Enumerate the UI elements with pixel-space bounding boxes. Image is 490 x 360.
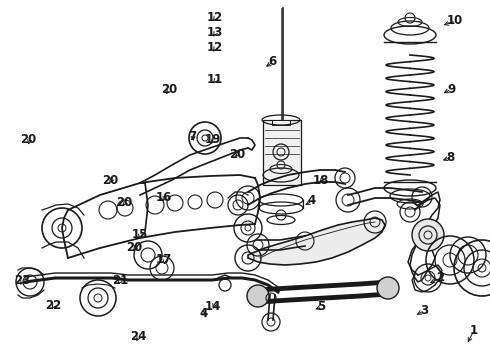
Circle shape [377, 277, 399, 299]
Text: 1: 1 [469, 324, 478, 337]
Text: 12: 12 [207, 11, 223, 24]
Text: 18: 18 [313, 174, 329, 187]
Text: 20: 20 [21, 133, 37, 146]
Bar [263, 120, 301, 185]
Text: 7: 7 [189, 130, 197, 143]
Text: 16: 16 [156, 191, 172, 204]
Text: 20: 20 [102, 174, 118, 187]
Text: 4: 4 [200, 307, 208, 320]
Text: 15: 15 [131, 228, 147, 241]
Text: 6: 6 [269, 55, 277, 68]
Text: 14: 14 [205, 300, 221, 313]
Text: 24: 24 [130, 330, 146, 343]
Text: 20: 20 [126, 241, 143, 254]
Text: 20: 20 [161, 83, 177, 96]
Text: 13: 13 [207, 26, 223, 39]
Text: 19: 19 [205, 133, 221, 146]
Text: 5: 5 [318, 300, 326, 313]
Text: 21: 21 [112, 274, 128, 287]
Circle shape [412, 219, 444, 251]
Bar [272, 120, 290, 125]
Text: 3: 3 [420, 304, 429, 317]
Text: 8: 8 [446, 151, 454, 164]
Polygon shape [248, 218, 385, 265]
Text: 17: 17 [156, 253, 172, 266]
Text: 22: 22 [45, 299, 61, 312]
Text: 4: 4 [308, 194, 316, 207]
Text: 11: 11 [207, 73, 223, 86]
Text: 23: 23 [14, 274, 30, 287]
Text: 12: 12 [207, 41, 223, 54]
Text: 20: 20 [229, 148, 245, 161]
Circle shape [247, 285, 269, 307]
Text: 20: 20 [117, 196, 133, 209]
Text: 2: 2 [436, 271, 444, 284]
Text: 9: 9 [447, 83, 455, 96]
Text: 10: 10 [447, 14, 463, 27]
